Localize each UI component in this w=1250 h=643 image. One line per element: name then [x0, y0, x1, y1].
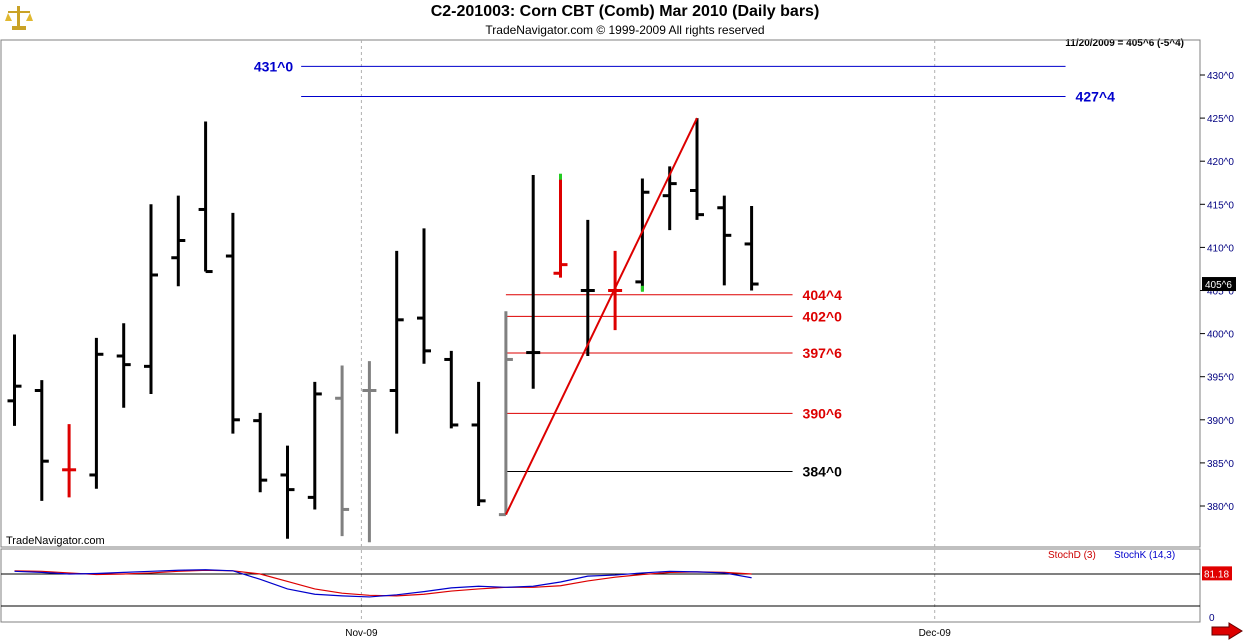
level-label: 384^0 — [803, 464, 843, 480]
stoch-zero-label: 0 — [1209, 613, 1215, 624]
level-label: 427^4 — [1076, 89, 1116, 105]
stoch-last-label: 81.18 — [1204, 569, 1229, 580]
level-label: 390^6 — [803, 405, 843, 421]
stoch-panel-frame — [0, 548, 1201, 623]
x-tick-label: Dec-09 — [919, 628, 952, 639]
level-label: 404^4 — [803, 287, 843, 303]
y-tick-label: 385^0 — [1207, 459, 1234, 470]
scales-icon[interactable] — [4, 2, 34, 32]
stoch-last-box — [1202, 566, 1232, 581]
trend-line — [504, 117, 698, 516]
y-tick-label: 420^0 — [1207, 157, 1234, 168]
last-price-label: 405^6 — [1205, 280, 1232, 291]
level-label: 397^6 — [803, 345, 843, 361]
y-tick-label: 415^0 — [1207, 200, 1234, 211]
legend-stoch-k: StochK (14,3) — [1114, 550, 1176, 561]
stoch-k-line — [14, 569, 752, 598]
legend-stoch-d: StochD (3) — [1048, 550, 1096, 561]
y-tick-label: 405^0 — [1207, 287, 1234, 298]
y-tick-label: 380^0 — [1207, 502, 1234, 513]
last-price-readout: 11/20/2009 = 405^6 (-5^4) — [1065, 38, 1184, 49]
y-tick-label: 400^0 — [1207, 330, 1234, 341]
y-tick-label: 425^0 — [1207, 114, 1234, 125]
copyright-text: TradeNavigator.com © 1999-2009 All right… — [485, 23, 765, 37]
last-price-box — [1202, 277, 1236, 292]
level-label: 431^0 — [254, 58, 294, 74]
y-tick-label: 395^0 — [1207, 373, 1234, 384]
y-tick-label: 390^0 — [1207, 416, 1234, 427]
arrow-right-icon[interactable] — [1211, 622, 1243, 640]
watermark-text: TradeNavigator.com — [6, 535, 105, 547]
chart-title: C2-201003: Corn CBT (Comb) Mar 2010 (Dai… — [430, 3, 820, 20]
y-tick-label: 410^0 — [1207, 243, 1234, 254]
level-label: 402^0 — [803, 308, 843, 324]
x-tick-label: Nov-09 — [345, 628, 378, 639]
price-panel-frame — [0, 39, 1201, 548]
y-tick-label: 430^0 — [1207, 71, 1234, 82]
